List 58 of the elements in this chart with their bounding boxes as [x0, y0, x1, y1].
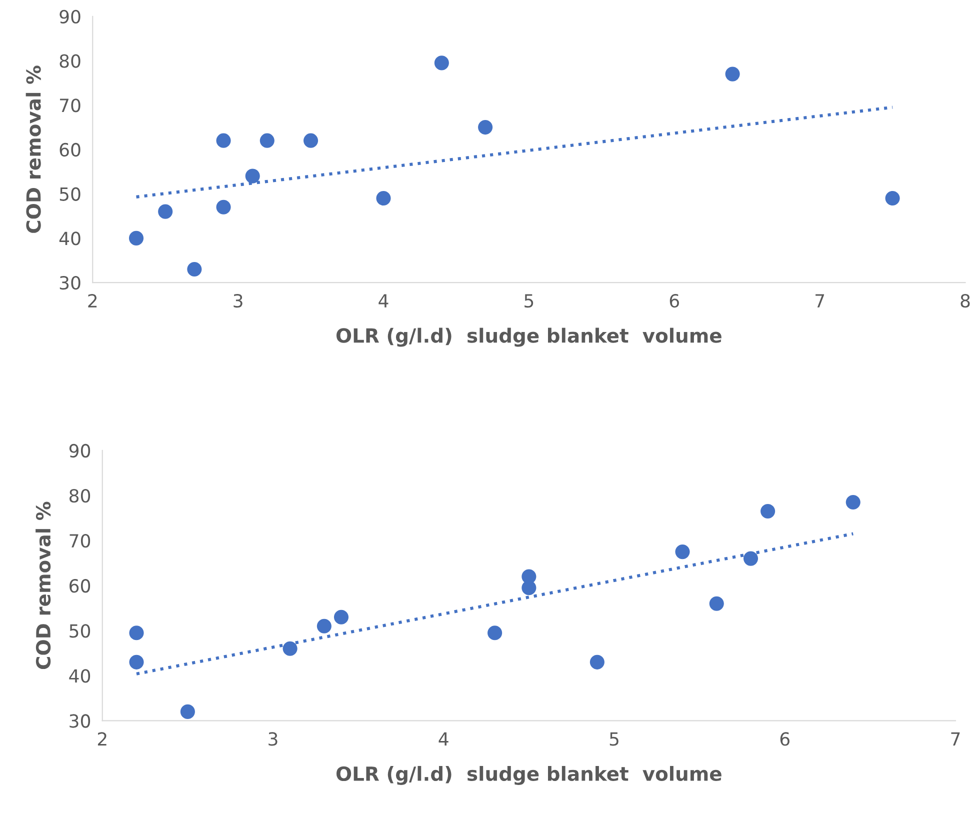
y-tick-label: 50 — [60, 187, 80, 201]
point — [316, 618, 332, 634]
x-tick-label: 5 — [610, 732, 618, 746]
point — [303, 133, 318, 148]
x-tick-label: 2 — [88, 294, 97, 308]
y-tick-label: 70 — [60, 98, 80, 112]
x-tick-label: 3 — [268, 732, 278, 746]
point — [675, 544, 690, 560]
point — [478, 120, 493, 135]
y-tick-label: 90 — [69, 444, 90, 458]
y-tick-label: 40 — [59, 232, 80, 246]
y-tick-label: 80 — [70, 488, 90, 503]
point — [760, 504, 776, 519]
x-tick-label: 6 — [780, 732, 790, 746]
x-tick-label: 7 — [951, 732, 960, 746]
x-axis-title: OLR (g/l.d) sludge blanket volume — [336, 766, 722, 785]
point — [743, 551, 758, 566]
x-axis-title: OLR (g/l.d) sludge blanket volume — [336, 328, 722, 347]
point — [376, 190, 391, 206]
point — [187, 262, 202, 277]
x-tick-label: 5 — [524, 294, 534, 308]
point — [260, 133, 274, 148]
y-tick-label: 40 — [69, 669, 90, 683]
x-tick-label: 2 — [98, 732, 106, 746]
point — [709, 596, 724, 611]
point — [590, 654, 604, 670]
y-tick-label: 50 — [70, 624, 90, 638]
point — [216, 200, 231, 214]
point — [180, 704, 195, 719]
point — [725, 66, 740, 82]
y-axis-title: COD removal % — [26, 66, 41, 233]
x-tick-label: 4 — [378, 294, 388, 308]
point — [129, 626, 144, 640]
x-tick-label: 8 — [960, 294, 970, 308]
point — [434, 56, 449, 70]
point — [885, 190, 900, 206]
y-tick-label: 80 — [60, 54, 80, 68]
y-tick-label: 90 — [60, 10, 80, 24]
point — [158, 204, 173, 219]
y-tick-label: 30 — [70, 714, 90, 728]
y-axis-title: COD removal % — [36, 502, 51, 670]
y-tick-label: 30 — [60, 276, 80, 290]
point — [488, 626, 502, 640]
point — [334, 610, 349, 624]
point — [129, 654, 144, 670]
x-tick-label: 6 — [670, 294, 679, 308]
y-tick-label: 60 — [70, 579, 90, 593]
point — [128, 230, 144, 246]
y-tick-label: 60 — [60, 142, 80, 157]
point — [282, 641, 298, 656]
point — [245, 168, 260, 184]
x-tick-label: 3 — [234, 294, 242, 308]
y-tick-label: 70 — [70, 534, 90, 548]
point — [522, 580, 536, 596]
point — [216, 133, 231, 148]
x-tick-label: 4 — [438, 732, 448, 746]
point — [846, 494, 860, 510]
x-tick-label: 7 — [816, 294, 824, 308]
